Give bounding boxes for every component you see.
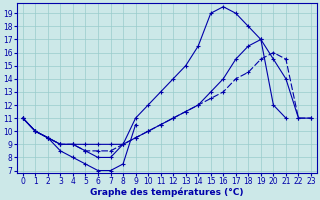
X-axis label: Graphe des températures (°C): Graphe des températures (°C) — [90, 188, 244, 197]
